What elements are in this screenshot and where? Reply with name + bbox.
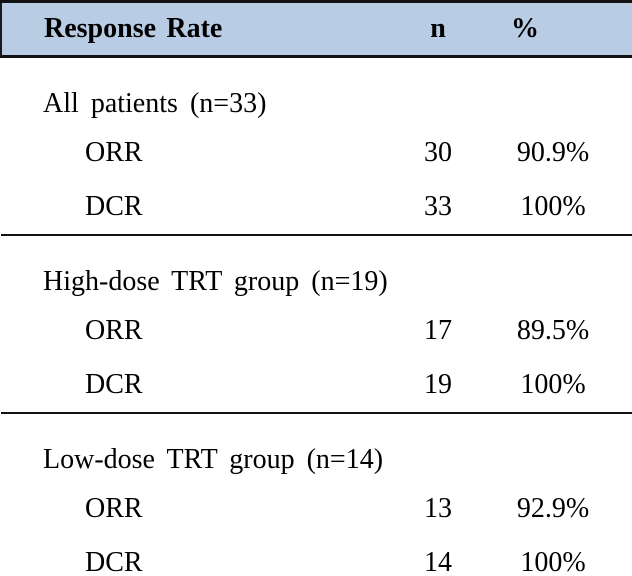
row-label: ORR <box>85 137 143 168</box>
header-response-rate: Response Rate <box>0 1 393 58</box>
section-label-row-all-patients: All patients (n=33) <box>1 57 632 127</box>
header-n: n <box>393 1 483 58</box>
table-row-all-dcr: DCR 33 100% <box>1 180 632 236</box>
table-row-high-dcr: DCR 19 100% <box>1 358 632 414</box>
table-row-low-dcr: DCR 14 100% <box>1 536 632 576</box>
n-value: 17 <box>424 315 452 346</box>
n-value: 13 <box>424 493 452 524</box>
row-label: ORR <box>85 315 143 346</box>
percent-value: 100% <box>483 180 632 236</box>
table-body: All patients (n=33) ORR 30 90.9% DCR 33 … <box>1 57 632 576</box>
header-percent: % <box>483 1 632 58</box>
percent-value: 89.5% <box>516 315 590 346</box>
row-label: DCR <box>1 358 393 414</box>
table-row-high-orr: ORR 17 89.5% <box>1 304 632 358</box>
percent-value: 92.9% <box>516 493 590 524</box>
n-value: 14 <box>393 536 483 576</box>
percent-value: 100% <box>483 358 632 414</box>
row-label: ORR <box>85 493 143 524</box>
percent-value: 90.9% <box>516 137 590 168</box>
row-label: DCR <box>1 536 393 576</box>
section-label: Low-dose TRT group (n=14) <box>43 444 384 475</box>
percent-value: 100% <box>483 536 632 576</box>
section-label: All patients (n=33) <box>43 88 267 119</box>
section-label: High-dose TRT group (n=19) <box>43 266 388 297</box>
table-row-low-orr: ORR 13 92.9% <box>1 482 632 536</box>
row-label: DCR <box>1 180 393 236</box>
section-label-row-low-dose: Low-dose TRT group (n=14) <box>1 413 632 482</box>
section-label-row-high-dose: High-dose TRT group (n=19) <box>1 235 632 304</box>
table-row-all-orr: ORR 30 90.9% <box>1 126 632 180</box>
n-value: 33 <box>393 180 483 236</box>
n-value: 19 <box>393 358 483 414</box>
header-row: Response Rate n % <box>0 1 632 58</box>
n-value: 30 <box>424 137 452 168</box>
table-header: Response Rate n % <box>0 1 632 58</box>
